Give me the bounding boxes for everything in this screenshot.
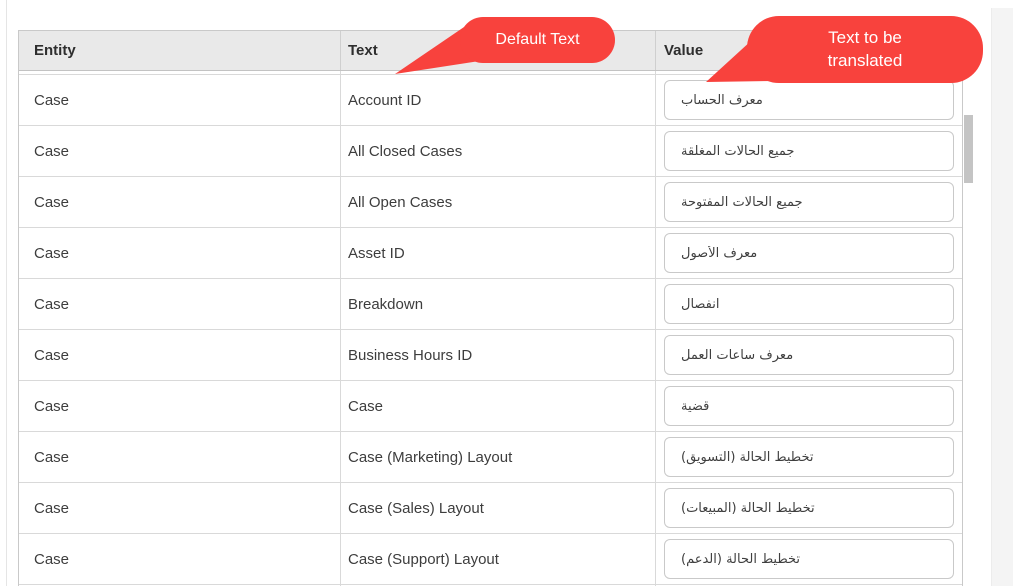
value-cell — [656, 279, 962, 329]
default-text-cell: Business Hours ID — [341, 330, 656, 380]
table-header-row: Entity Text Value — [19, 31, 962, 71]
translation-input[interactable] — [664, 80, 954, 120]
value-cell — [656, 534, 962, 584]
entity-cell: Case — [19, 279, 341, 329]
table-row: Case Case (Support) Layout — [19, 534, 962, 585]
default-text-cell: All Open Cases — [341, 177, 656, 227]
default-text-cell: Case (Sales) Layout — [341, 483, 656, 533]
value-cell — [656, 432, 962, 482]
default-text-cell: Case (Support) Layout — [341, 534, 656, 584]
column-header-entity: Entity — [19, 31, 341, 70]
translation-input[interactable] — [664, 488, 954, 528]
default-text-cell: Case (Marketing) Layout — [341, 432, 656, 482]
table-row: Case Business Hours ID — [19, 330, 962, 381]
entity-cell: Case — [19, 330, 341, 380]
left-divider — [6, 0, 7, 586]
translation-input[interactable] — [664, 437, 954, 477]
translation-input[interactable] — [664, 182, 954, 222]
entity-cell: Case — [19, 228, 341, 278]
column-header-value: Value — [664, 42, 704, 59]
table-row: Case Breakdown — [19, 279, 962, 330]
entity-cell: Case — [19, 483, 341, 533]
value-cell — [656, 228, 962, 278]
entity-cell: Case — [19, 126, 341, 176]
translation-input[interactable] — [664, 539, 954, 579]
value-cell — [656, 126, 962, 176]
table-row: Case All Closed Cases — [19, 126, 962, 177]
translation-input[interactable] — [664, 233, 954, 273]
default-text-cell: Asset ID — [341, 228, 656, 278]
translation-table: Entity Text Value Case Account ID Case A… — [18, 30, 963, 586]
entity-cell: Case — [19, 75, 341, 125]
vertical-scrollbar-thumb[interactable] — [964, 115, 973, 183]
translation-input[interactable] — [664, 335, 954, 375]
table-row: Case Case (Sales) Layout — [19, 483, 962, 534]
default-text-cell: Account ID — [341, 75, 656, 125]
default-text-cell: All Closed Cases — [341, 126, 656, 176]
table-row: Case Asset ID — [19, 228, 962, 279]
translation-input[interactable] — [664, 284, 954, 324]
translation-input[interactable] — [664, 131, 954, 171]
value-cell — [656, 330, 962, 380]
table-body: Case Account ID Case All Closed Cases Ca… — [19, 71, 962, 586]
value-cell — [656, 483, 962, 533]
value-cell — [656, 75, 962, 125]
column-header-text: Text — [341, 31, 656, 70]
value-cell — [656, 381, 962, 431]
value-cell — [656, 177, 962, 227]
table-row: Case Account ID — [19, 75, 962, 126]
entity-cell: Case — [19, 381, 341, 431]
entity-cell: Case — [19, 177, 341, 227]
entity-cell: Case — [19, 534, 341, 584]
default-text-cell: Breakdown — [341, 279, 656, 329]
translation-input[interactable] — [664, 386, 954, 426]
table-row: Case All Open Cases — [19, 177, 962, 228]
page-side-background — [991, 8, 1013, 586]
table-row: Case Case (Marketing) Layout — [19, 432, 962, 483]
table-row: Case Case — [19, 381, 962, 432]
default-text-cell: Case — [341, 381, 656, 431]
entity-cell: Case — [19, 432, 341, 482]
